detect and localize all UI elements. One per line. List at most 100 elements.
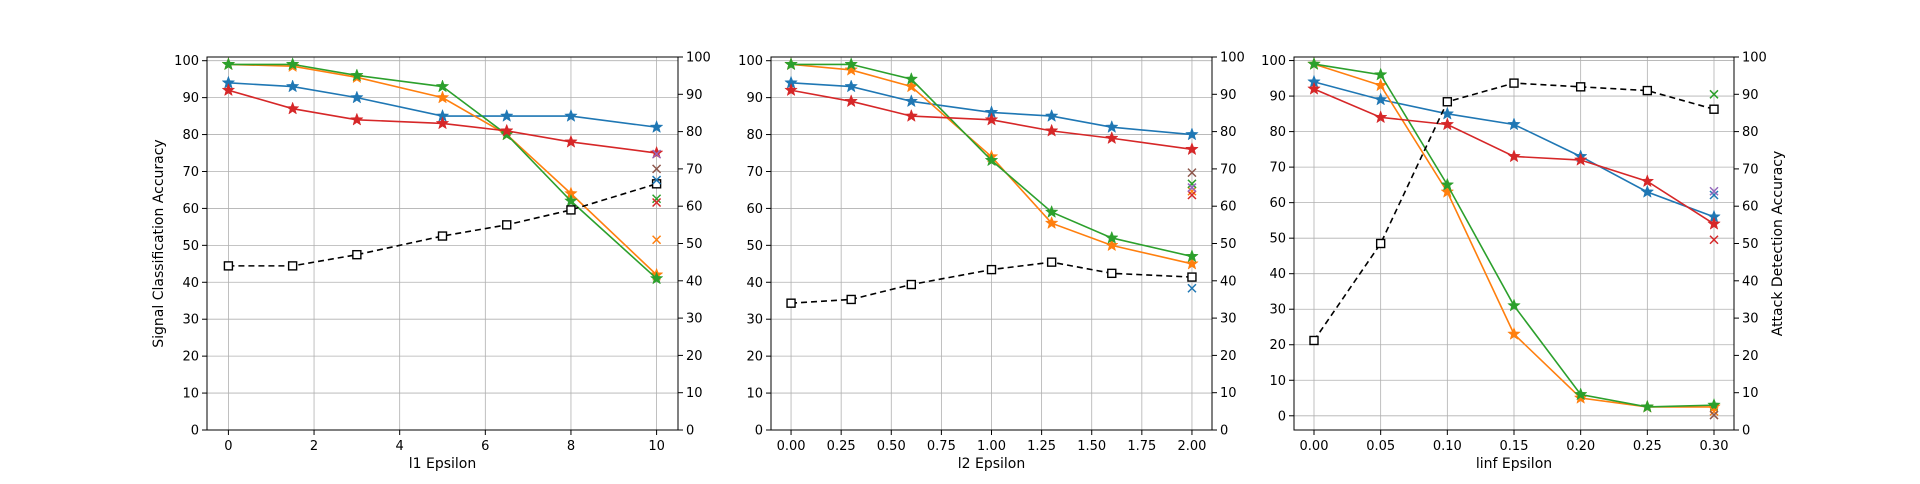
linf-y2-axis-label: Attack Detection Accuracy [1770,151,1786,337]
l2-series-4-point-5 [1107,268,1117,279]
l2-y2tick-label-0: 0 [1220,424,1228,439]
l1-y2tick-label-8: 80 [686,125,703,140]
l1-series-0-point-5 [564,108,578,122]
panel-linf: 0.00 0.05 0.10 0.15 0.20 0.25 0.30 0 10 20 30 40 50 6… [1261,51,1786,473]
linf-ytick-label-4: 40 [1269,267,1286,282]
linf-series-1-point-2 [1440,184,1455,198]
l2-series-4-point-6 [1187,272,1197,282]
linf-series-3-point-6 [1707,216,1721,230]
linf-series-2-point-6 [1707,397,1721,411]
l2-series-0-point-5 [1104,119,1119,134]
l1-ytick-label-2: 20 [182,350,199,365]
linf-ytick-label-3: 30 [1269,303,1286,318]
linf-xtick-label-3: 0.15 [1500,439,1529,454]
l2-xtick-label-2: 0.50 [877,439,906,454]
l2-series-1-point-5 [1104,238,1119,252]
l1-xtick-label-4: 8 [567,439,575,454]
l1-series-0-point-1 [285,79,300,93]
l1-y2tick-label-1: 10 [686,386,703,401]
l1-y2tick-label-7: 70 [686,162,703,177]
l1-xtick-label-3: 6 [481,439,489,454]
linf-x-marker-5 [1709,410,1719,420]
linf-x-marker-2 [1709,89,1719,99]
l1-series-2-point-6 [649,271,664,285]
linf-series-2-point-5 [1640,399,1655,413]
linf-ytick-label-1: 10 [1269,374,1286,389]
l1-x-axis-label: l1 Epsilon [409,456,477,472]
l1-ytick-label-0: 0 [191,424,199,439]
l2-xtick-label-1: 0.25 [827,439,856,454]
l2-series-3-point-1 [844,94,859,108]
linf-series-4-point-0 [1309,335,1319,346]
l1-x-marker-2 [652,194,662,204]
l1-xtick-label-5: 10 [648,439,665,454]
l2-series-2-point-5 [1104,230,1119,244]
linf-ytick-label-7: 70 [1269,161,1286,176]
linf-y2tick-label-10: 100 [1742,51,1767,66]
l2-y2tick-label-7: 70 [1220,162,1237,177]
linf-x-marker-0 [1709,190,1719,200]
l2-series-3-point-5 [1104,131,1119,145]
l1-ytick-label-8: 80 [182,128,199,143]
l1-ytick-label-3: 30 [182,313,199,328]
l2-y2tick-label-8: 80 [1220,125,1237,140]
linf-series-4-point-1 [1375,238,1386,249]
l1-y2tick-label-3: 30 [686,312,703,327]
l2-x-marker-3 [1187,190,1197,200]
l1-series-2-point-4 [499,127,514,141]
linf-series-3-point-2 [1440,117,1455,131]
l1-series-4-point-0 [223,261,234,271]
l2-series-1-point-1 [844,62,859,76]
l2-xtick-label-7: 1.75 [1127,439,1156,454]
linf-y2tick-label-4: 40 [1742,274,1759,289]
l2-series-4-point-1 [846,294,856,305]
l2-ytick-label-6: 60 [746,202,763,217]
l2-series-3-point-3 [984,112,999,126]
l1-series-2-point-0 [221,57,236,71]
l1-ytick-label-7: 70 [182,165,199,180]
l2-series-3-point-2 [904,108,919,122]
linf-x-marker-3 [1709,235,1719,245]
linf-ytick-label-2: 20 [1269,338,1286,353]
linf-series-2-point-4 [1573,387,1588,401]
l1-y2tick-label-6: 60 [686,200,703,215]
l1-x-marker-4 [652,149,662,159]
linf-series-2-point-1 [1373,67,1388,81]
linf-series-4-point-6 [1709,104,1719,114]
linf-series-2-point-3 [1507,298,1521,312]
l1-y-axis-label: Signal Classification Accuracy [151,139,167,347]
l1-x-marker-0 [652,175,662,185]
l2-xtick-label-5: 1.25 [1027,439,1056,454]
l1-series-4-point-5 [566,205,576,215]
linf-xtick-label-1: 0.05 [1366,439,1395,454]
l1-x-marker-5 [652,164,662,174]
l2-y2tick-label-1: 10 [1220,386,1237,401]
linf-series-3-point-1 [1373,110,1388,124]
linf-series-3-point-4 [1573,152,1588,166]
l2-series-2-point-4 [1044,204,1059,218]
l2-series-4-point-4 [1046,257,1057,267]
linf-series-2-point-2 [1440,177,1455,191]
l2-series-1-point-4 [1044,215,1059,230]
l2-xtick-label-6: 1.50 [1077,439,1106,454]
l2-ytick-label-8: 80 [746,128,763,143]
l2-xtick-label-8: 2.00 [1177,439,1206,454]
linf-x-axis-label: linf Epsilon [1476,456,1552,472]
l2-ytick-label-10: 100 [738,54,763,69]
l1-y2tick-label-10: 100 [686,51,711,66]
l1-xtick-label-2: 4 [396,439,404,454]
l1-xtick-label-0: 0 [224,439,232,454]
l2-series-4-point-0 [786,298,796,308]
linf-x-marker-4 [1709,186,1719,196]
l2-y2tick-label-10: 100 [1220,51,1245,66]
linf-xtick-label-5: 0.25 [1633,439,1662,454]
l1-y2tick-label-9: 90 [686,88,703,103]
l1-series-4-point-4 [502,220,512,230]
linf-xtick-label-6: 0.30 [1700,439,1729,454]
l2-x-marker-2 [1187,179,1197,189]
linf-series-4-point-5 [1642,85,1653,96]
l1-ytick-label-4: 40 [182,276,199,291]
l2-series-3-point-6 [1185,142,1199,156]
l2-ytick-label-7: 70 [746,165,763,180]
l2-ytick-label-1: 10 [746,387,763,402]
